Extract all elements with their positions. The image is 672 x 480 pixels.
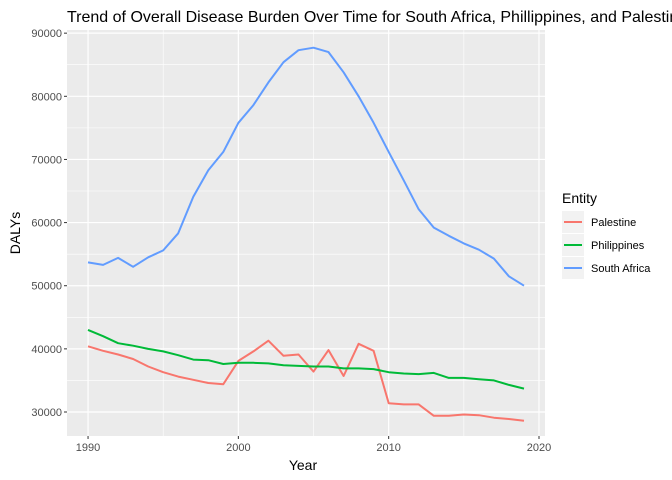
gridlines — [67, 30, 545, 436]
series-line-palestine — [87, 339, 525, 422]
chart-title: Trend of Overall Disease Burden Over Tim… — [67, 9, 672, 26]
legend-label-palestine: Palestine — [591, 217, 636, 229]
y-tick-label: 80000 — [31, 91, 62, 103]
series-line-south-africa — [87, 46, 525, 287]
y-axis-title: DALYs — [7, 212, 23, 255]
x-tick-label: 1990 — [76, 442, 100, 454]
x-axis: 1990 2000 2010 2020 — [76, 436, 551, 454]
x-tick-label: 2010 — [376, 442, 400, 454]
x-axis-title: Year — [289, 457, 318, 473]
y-axis: 30000 40000 50000 60000 70000 80000 90000 — [31, 28, 67, 419]
x-tick-label: 2020 — [527, 442, 551, 454]
y-tick-label: 30000 — [31, 407, 62, 419]
y-tick-label: 40000 — [31, 344, 62, 356]
y-tick-label: 70000 — [31, 154, 62, 166]
series-lines — [87, 46, 525, 422]
y-tick-label: 60000 — [31, 218, 62, 230]
series-line-philippines — [87, 328, 525, 390]
legend-label-south-africa: South Africa — [591, 263, 651, 275]
x-tick-label: 2000 — [226, 442, 250, 454]
plot-panel — [67, 30, 545, 436]
y-tick-label: 50000 — [31, 281, 62, 293]
legend-label-philippines: Philippines — [591, 240, 645, 252]
y-tick-label: 90000 — [31, 28, 62, 40]
legend: Entity Palestine Philippines South Africa — [562, 190, 651, 279]
legend-title: Entity — [562, 190, 597, 206]
